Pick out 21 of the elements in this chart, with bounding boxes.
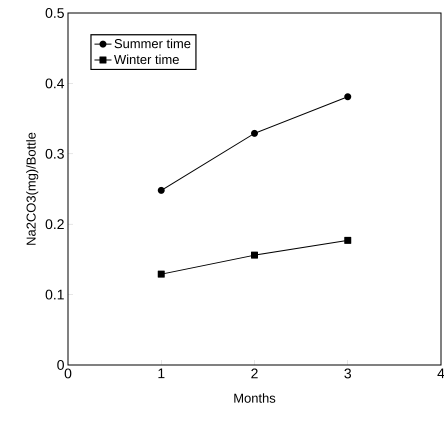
y-tick-label: 0.5: [46, 8, 64, 18]
point: [344, 93, 352, 100]
point: [251, 130, 258, 137]
point: [158, 186, 165, 194]
y-tick-label: 0.3: [46, 148, 64, 159]
x-axis-title: Months: [234, 393, 276, 403]
y-tick-label: 0.1: [46, 290, 64, 300]
point: [158, 270, 165, 278]
y-tick-label: 0.2: [46, 219, 64, 230]
legend-label: Winter time: [114, 54, 179, 64]
x-tick-label: 3: [344, 368, 352, 378]
x-tick-label: 2: [251, 368, 258, 378]
x-tick-label: 4: [437, 368, 444, 378]
y-tick-label: 0: [57, 360, 64, 370]
point: [344, 236, 352, 244]
x-tick-label: 1: [158, 368, 164, 378]
x-tick-label: 0: [64, 368, 72, 378]
y-axis-title: Na2CO3(mg)/Bottle: [26, 132, 38, 245]
point: [251, 252, 258, 259]
legend-label: Summer time: [114, 38, 190, 48]
y-tick-label: 0.4: [46, 78, 64, 88]
